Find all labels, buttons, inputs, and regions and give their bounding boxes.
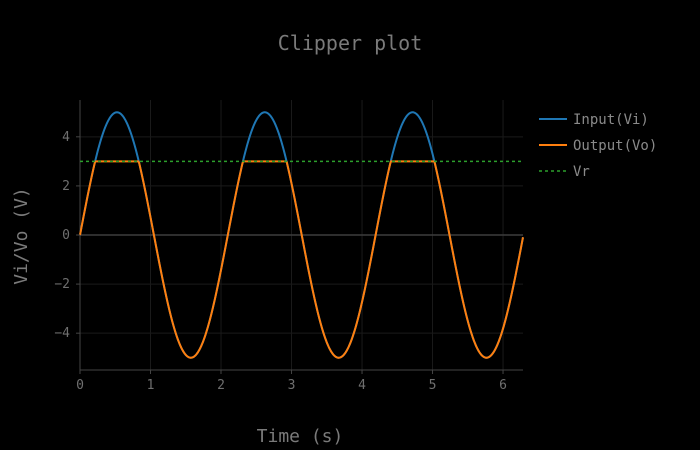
- x-tick-label: 3: [288, 378, 296, 393]
- x-tick-label: 2: [217, 378, 225, 393]
- x-tick-label: 0: [76, 378, 84, 393]
- y-tick-label: −4: [54, 326, 70, 341]
- y-tick-label: 2: [62, 179, 70, 194]
- ticks-layer: 0 1 2 3 4 5 6 −4 −2 0 2 4: [54, 130, 507, 393]
- x-tick-label: 6: [499, 378, 507, 393]
- x-tick-label: 1: [147, 378, 155, 393]
- x-tick-label: 5: [429, 378, 437, 393]
- series-layer: [79, 111, 524, 359]
- x-axis-title: Time (s): [257, 426, 344, 447]
- legend-label: Vr: [573, 164, 590, 180]
- legend: Input(Vi) Output(Vo) Vr: [539, 112, 657, 180]
- y-tick-label: −2: [54, 277, 70, 292]
- legend-label: Output(Vo): [573, 138, 657, 154]
- series-output-line: [79, 160, 524, 359]
- y-tick-label: 4: [62, 130, 70, 145]
- x-tick-label: 4: [358, 378, 366, 393]
- y-axis-title: Vi/Vo (V): [11, 187, 32, 285]
- y-tick-label: 0: [62, 228, 70, 243]
- chart-title: Clipper plot: [278, 31, 423, 55]
- legend-label: Input(Vi): [573, 112, 649, 128]
